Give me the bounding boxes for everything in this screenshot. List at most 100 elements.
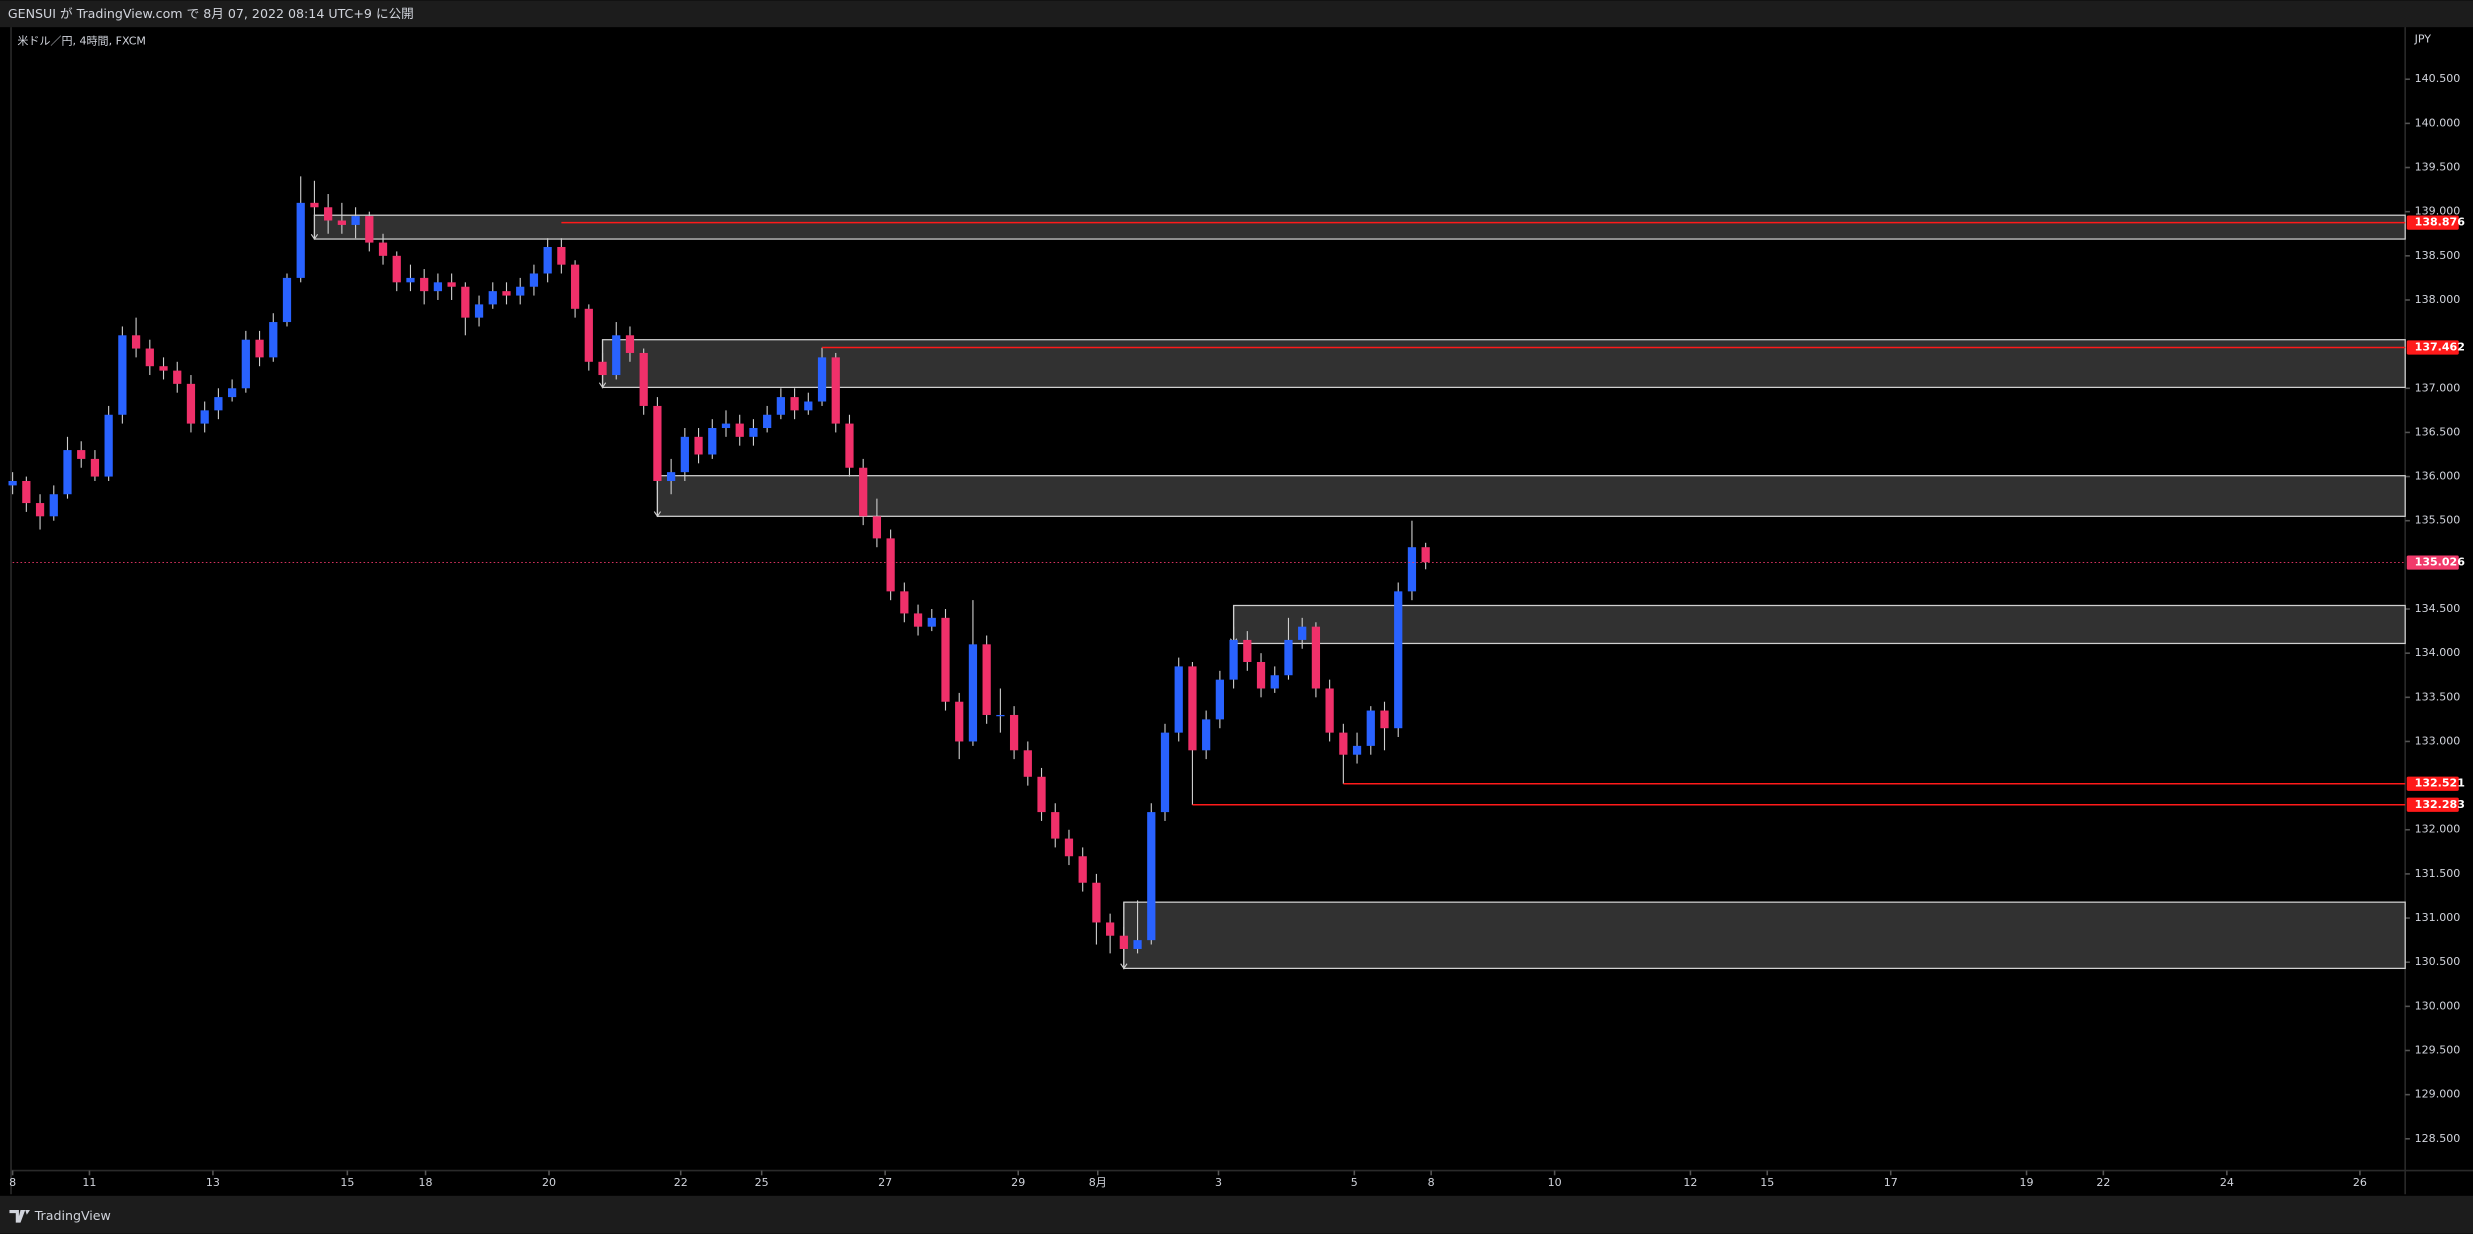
candle-body [241, 339, 250, 389]
candle-body [1407, 547, 1417, 592]
x-tick-label: 27 [878, 1176, 892, 1189]
candle-body [1243, 639, 1252, 662]
level-label-bg [2406, 215, 2459, 230]
y-tick-label: 138.500 [2415, 249, 2461, 262]
candle-body [872, 516, 882, 539]
candle-body [1202, 719, 1211, 751]
candle-body [1174, 666, 1183, 733]
candle-body [1352, 745, 1362, 755]
candle-body [1106, 922, 1115, 936]
x-tick-label: 11 [82, 1176, 96, 1189]
x-tick-label: 3 [1215, 1176, 1222, 1189]
x-tick-label: 8 [9, 1176, 16, 1189]
candle-body [214, 397, 223, 411]
y-tick-label: 133.000 [2415, 734, 2461, 747]
x-tick-label: 29 [1011, 1176, 1025, 1189]
y-tick-label: 138.000 [2415, 293, 2461, 306]
candle-body [310, 202, 319, 208]
candle-body [1270, 675, 1279, 689]
candle-body [859, 467, 868, 517]
candle-body [1133, 940, 1142, 949]
candle-body [8, 480, 17, 486]
candle-body [1037, 776, 1046, 813]
candle-body [1339, 732, 1348, 755]
candle-body [831, 357, 840, 424]
supply-demand-zone [1232, 604, 2406, 645]
candle-body [529, 273, 539, 287]
candle-body [721, 423, 731, 429]
y-tick-label: 130.500 [2415, 955, 2461, 968]
supply-demand-zone [313, 214, 2406, 240]
y-tick-label: 130.000 [2415, 999, 2461, 1012]
y-tick-label: 129.500 [2415, 1044, 2461, 1057]
x-tick-label: 12 [1683, 1176, 1697, 1189]
candle-body [708, 428, 717, 455]
candle-body [1366, 710, 1375, 746]
candle-body [502, 291, 511, 296]
symbol-title: 米ドル／円, 4時間, FXCM [17, 34, 146, 47]
level-label-bg [2406, 776, 2459, 791]
candle-body [433, 282, 443, 292]
y-tick-label: 136.500 [2415, 425, 2461, 438]
candle-body [1229, 639, 1238, 680]
currency-label: JPY [2414, 33, 2432, 46]
y-tick-label: 133.500 [2415, 690, 2461, 703]
candle-body [173, 370, 182, 384]
candle-body [337, 220, 346, 225]
x-tick-label: 8 [1428, 1176, 1435, 1189]
candle-body [200, 410, 209, 424]
x-tick-label: 24 [2220, 1176, 2234, 1189]
x-tick-label: 13 [206, 1176, 220, 1189]
candle-body [1147, 812, 1156, 941]
candle-body [378, 242, 388, 256]
candle-body [186, 383, 196, 424]
candle-body [570, 264, 580, 309]
candle-body [35, 503, 45, 517]
candle-body [1298, 626, 1307, 640]
level-label: 132.283 [2415, 798, 2465, 811]
x-tick-label: 8月 [1089, 1176, 1107, 1189]
candle-body [1421, 547, 1430, 563]
candle-body [612, 335, 621, 376]
x-tick-label: 17 [1884, 1176, 1898, 1189]
candle-body [1188, 666, 1197, 751]
candle-body [1380, 710, 1389, 729]
candle-body [49, 494, 58, 517]
tradingview-logo [9, 1210, 30, 1223]
supply-demand-zone [656, 475, 2406, 517]
x-tick-label: 18 [419, 1176, 433, 1189]
candle-body [557, 246, 566, 265]
publisher-text: GENSUI が TradingView.com で 8月 07, 2022 0… [8, 6, 414, 21]
candle-body [886, 538, 895, 592]
candle-body [625, 335, 635, 353]
candle-body [763, 414, 772, 429]
x-tick-label: 26 [2353, 1176, 2367, 1189]
y-tick-label: 134.000 [2415, 646, 2461, 659]
candle-body [474, 304, 484, 318]
candle-body [694, 436, 703, 455]
header-bar [0, 0, 2473, 28]
candle-body [77, 450, 86, 459]
candle-body [1051, 812, 1060, 839]
candle-body [845, 423, 854, 468]
candle-body [461, 286, 470, 318]
candle-body [941, 617, 950, 702]
candle-body [406, 277, 415, 283]
candle-body [447, 282, 456, 287]
candle-body [749, 428, 758, 437]
candle-body [804, 401, 813, 411]
candle-body [1078, 856, 1087, 883]
level-label: 138.876 [2415, 216, 2466, 229]
y-tick-label: 137.000 [2415, 381, 2461, 394]
y-tick-label: 131.500 [2415, 867, 2461, 880]
y-tick-label: 139.000 [2415, 205, 2461, 218]
x-tick-label: 20 [542, 1176, 556, 1189]
candle-body [667, 472, 676, 481]
candle-body [1064, 838, 1074, 857]
level-label: 132.521 [2415, 777, 2465, 790]
candle-body [598, 361, 607, 376]
candle-body [118, 335, 127, 415]
zone-arrow [310, 215, 319, 241]
